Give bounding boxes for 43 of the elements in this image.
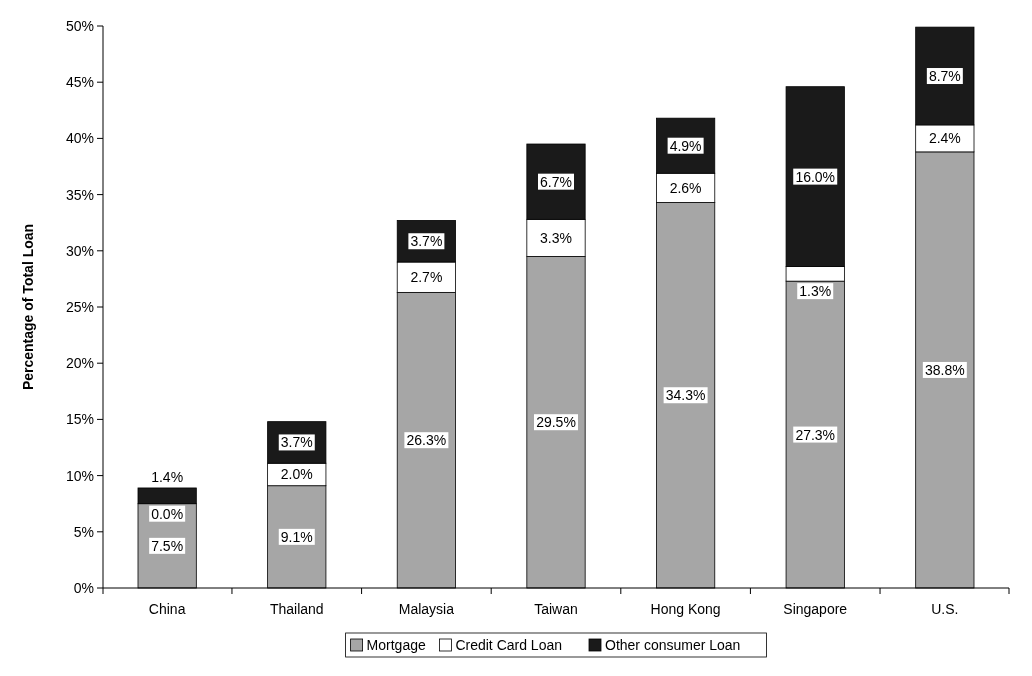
y-tick-label: 20% <box>65 355 94 372</box>
data-label: 27.3% <box>795 426 836 443</box>
y-axis-title: Percentage of Total Loan <box>20 223 36 391</box>
data-label: 16.0% <box>795 168 836 185</box>
x-tick-label: Malaysia <box>398 601 455 617</box>
x-tick-label: Singapore <box>783 601 848 617</box>
y-tick-label: 10% <box>65 467 94 484</box>
y-tick-label: 45% <box>65 74 94 91</box>
data-label: 3.3% <box>540 229 572 246</box>
legend-label: Other consumer Loan <box>605 637 741 653</box>
legend-label: Mortgage <box>366 637 426 653</box>
data-label: 2.4% <box>928 130 961 147</box>
data-label: 2.6% <box>669 179 702 196</box>
y-tick-label: 40% <box>65 130 94 147</box>
x-tick-label: China <box>148 601 186 617</box>
data-label: 7.5% <box>151 537 184 554</box>
data-label: 8.7% <box>928 68 961 85</box>
data-label: 6.7% <box>540 173 572 190</box>
data-label: 9.1% <box>280 528 313 545</box>
x-tick-label: U.S. <box>931 601 959 617</box>
x-tick-label: Hong Kong <box>650 601 721 617</box>
legend-label: Credit Card Loan <box>455 637 563 653</box>
data-label: 3.7% <box>410 233 443 250</box>
data-label: 3.7% <box>280 434 313 451</box>
data-label: 38.8% <box>924 361 965 378</box>
data-label: 34.3% <box>665 387 706 404</box>
y-tick-label: 30% <box>65 242 94 259</box>
data-label: 26.3% <box>406 432 447 449</box>
x-tick-label: Taiwan <box>534 601 578 617</box>
y-tick-label: 35% <box>65 186 94 203</box>
data-label: 2.0% <box>280 466 313 483</box>
y-tick-label: 0% <box>73 580 94 596</box>
y-tick-label: 5% <box>73 523 94 540</box>
data-label: 0.0% <box>151 505 184 522</box>
data-label: 1.4% <box>151 468 184 485</box>
data-label: 29.5% <box>536 414 576 431</box>
y-tick-label: 50% <box>65 18 94 34</box>
data-label: 1.3% <box>799 283 832 300</box>
y-tick-label: 15% <box>65 411 94 428</box>
x-tick-label: Thailand <box>269 601 324 617</box>
y-tick-label: 25% <box>65 299 94 315</box>
data-label: 4.9% <box>669 137 702 154</box>
data-label: 2.7% <box>410 269 443 286</box>
